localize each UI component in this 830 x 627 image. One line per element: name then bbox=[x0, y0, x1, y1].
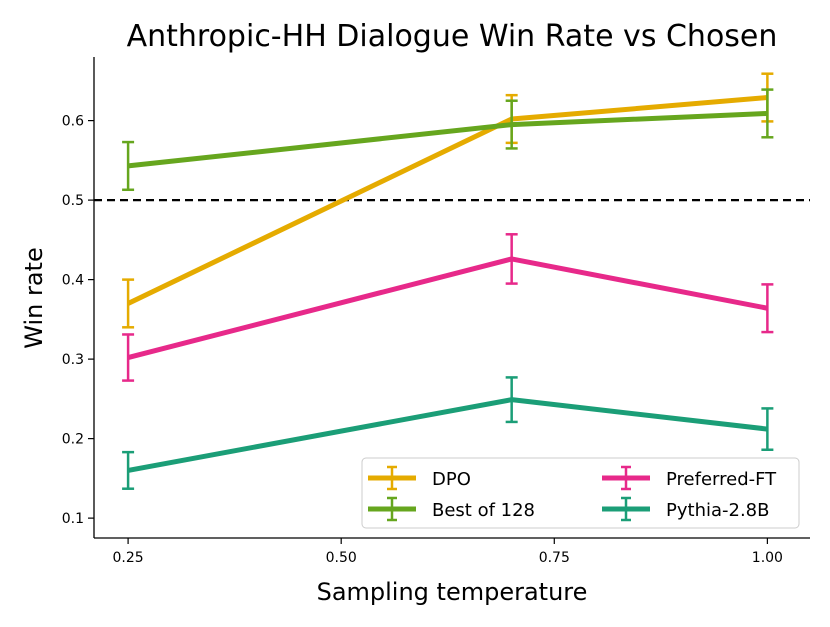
error-bar-dpo bbox=[122, 278, 135, 329]
legend-item: DPO bbox=[368, 465, 471, 491]
series-line-best-of-128 bbox=[127, 110, 768, 169]
legend-label: DPO bbox=[432, 469, 471, 490]
legend-label: Best of 128 bbox=[432, 500, 535, 521]
y-tick-label: 0.6 bbox=[62, 114, 84, 130]
error-bar-pythia-2-8b bbox=[505, 376, 518, 424]
x-axis-label: Sampling temperature bbox=[317, 578, 588, 606]
y-tick-label: 0.4 bbox=[62, 273, 84, 289]
x-tick-label: 0.25 bbox=[113, 550, 144, 566]
legend-item: Pythia-2.8B bbox=[602, 496, 769, 522]
error-bar-best-of-128 bbox=[761, 88, 774, 139]
y-axis-label: Win rate bbox=[20, 247, 48, 348]
legend-label: Pythia-2.8B bbox=[666, 500, 769, 521]
error-bar-preferred-ft bbox=[761, 283, 774, 334]
error-bar-pythia-2-8b bbox=[122, 450, 135, 490]
y-tick-label: 0.2 bbox=[62, 432, 84, 448]
series-line-preferred-ft bbox=[127, 256, 768, 360]
error-bar-preferred-ft bbox=[505, 233, 518, 285]
chart-title: Anthropic-HH Dialogue Win Rate vs Chosen bbox=[127, 19, 778, 54]
error-bar-preferred-ft bbox=[122, 333, 135, 382]
legend-label: Preferred-FT bbox=[666, 469, 777, 490]
y-tick-label: 0.3 bbox=[62, 352, 84, 368]
x-tick-label: 0.50 bbox=[326, 550, 357, 566]
x-tick-label: 0.75 bbox=[539, 550, 570, 566]
error-bar-best-of-128 bbox=[122, 140, 135, 192]
y-tick-label: 0.1 bbox=[62, 511, 84, 527]
legend-box bbox=[361, 457, 800, 529]
error-bar-pythia-2-8b bbox=[761, 407, 774, 452]
legend-item: Preferred-FT bbox=[602, 465, 777, 491]
y-tick-label: 0.5 bbox=[62, 193, 84, 209]
x-tick-label: 1.00 bbox=[752, 550, 783, 566]
error-bar-best-of-128 bbox=[505, 99, 518, 150]
legend: DPO Best of 128 Preferred-FT Pythia-2.8B bbox=[361, 457, 800, 529]
legend-item: Best of 128 bbox=[368, 496, 535, 522]
